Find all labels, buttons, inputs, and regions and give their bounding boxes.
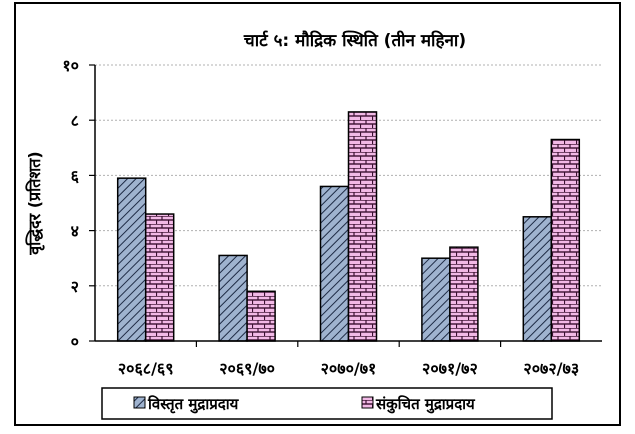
bar-narrow-money: [449, 246, 479, 342]
bar-narrow-money: [347, 111, 378, 342]
legend-swatch-series-2: [361, 396, 374, 409]
bar-broad-money: [218, 254, 248, 342]
x-tick-label: २०६८/६९: [118, 359, 174, 378]
y-tick-label: २: [71, 277, 79, 296]
x-tick-label: २०७१/७२: [422, 359, 478, 378]
chart-border: [14, 2, 621, 426]
bar-broad-money: [421, 257, 451, 342]
y-tick-label: १०: [62, 56, 79, 75]
legend-box: [101, 387, 553, 420]
bar-narrow-money: [550, 138, 581, 342]
x-tick-label: २०७०/७१: [321, 359, 377, 378]
y-tick-label: ०: [71, 332, 79, 351]
chart-title: चार्ट ५: मौद्रिक स्थिति (तीन महिना): [243, 30, 466, 51]
y-tick-label: ८: [71, 111, 79, 130]
y-tick-label: ६: [71, 166, 80, 185]
legend: विस्तृत मुद्राप्रदाय संकुचित मुद्राप्रदा…: [101, 387, 553, 420]
x-tick-label: २०७२/७३: [523, 359, 579, 378]
bars: [116, 111, 581, 342]
x-tick-label: २०६९/७०: [219, 359, 275, 378]
y-tick-label: ४: [71, 222, 79, 241]
legend-label-series-2: संकुचित मुद्राप्रदाय: [375, 395, 476, 414]
bar-broad-money: [116, 177, 147, 342]
bar-broad-money: [522, 216, 553, 342]
bar-narrow-money: [246, 290, 276, 342]
legend-swatch-series-1: [133, 396, 146, 409]
bar-broad-money: [319, 185, 350, 342]
x-axis-ticks: २०६८/६९ २०६९/७० २०७०/७१ २०७१/७२ २०७२/७३: [118, 341, 579, 378]
bar-narrow-money: [144, 213, 175, 342]
y-axis-ticks: ० २ ४ ६ ८ १०: [62, 56, 95, 351]
legend-label-series-1: विस्तृत मुद्राप्रदाय: [147, 395, 240, 414]
y-axis-label: वृद्धिदर (प्रतिशत): [25, 151, 45, 255]
